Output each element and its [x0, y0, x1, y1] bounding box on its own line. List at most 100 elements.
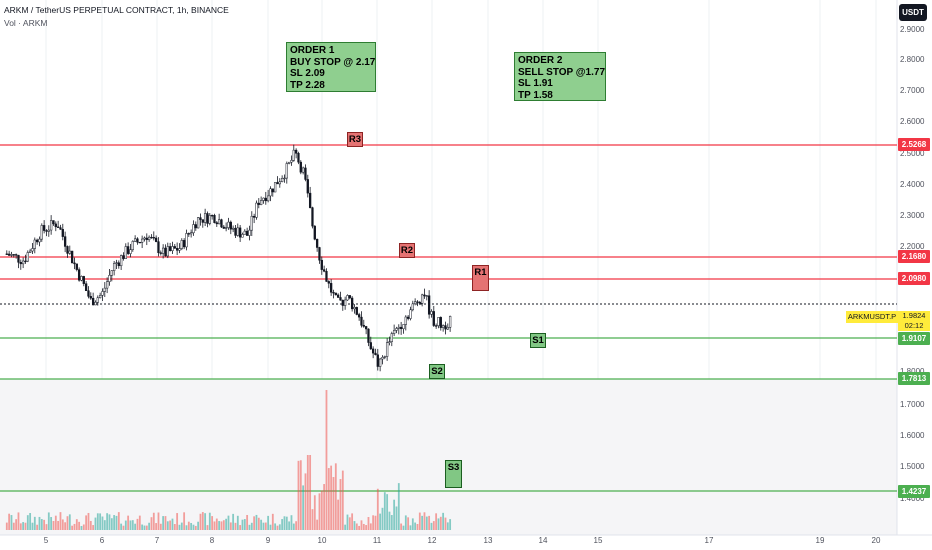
candle-body	[80, 276, 83, 281]
candle-body	[266, 195, 270, 202]
candle-body	[430, 311, 433, 315]
volume-bar	[395, 506, 398, 530]
candle-body	[59, 227, 62, 230]
volume-bar	[393, 499, 396, 530]
x-tick: 17	[704, 536, 714, 545]
volume-bar	[73, 523, 76, 530]
volume-bar	[117, 512, 120, 530]
candle-body	[409, 309, 412, 319]
candle-body	[175, 248, 179, 251]
volume-bar	[59, 512, 62, 530]
y-tick: 1.5000	[900, 462, 925, 471]
volume-bar	[204, 513, 207, 530]
candle-body	[437, 317, 440, 326]
candle-body	[280, 178, 284, 182]
currency-button[interactable]: USDT	[899, 4, 927, 21]
candle-body	[54, 223, 57, 228]
order-2-note[interactable]: ORDER 2 SELL STOP @1.77 SL 1.91 TP 1.58	[514, 52, 606, 101]
volume-bar	[353, 521, 356, 530]
volume-bar	[10, 515, 13, 530]
volume-indicator-label: Vol · ARKM	[4, 18, 48, 28]
volume-bar	[271, 513, 274, 530]
volume-bar	[276, 525, 279, 530]
candle-body	[192, 224, 195, 234]
volume-bar	[299, 460, 302, 530]
volume-bar	[176, 513, 179, 530]
candle-body	[213, 215, 216, 223]
candle-body	[252, 215, 256, 218]
candle-body	[241, 234, 244, 238]
volume-bar	[241, 519, 244, 530]
candle-body	[75, 263, 78, 270]
candle-body	[292, 149, 295, 161]
order-2-line: TP 1.58	[518, 89, 553, 101]
candle-body	[98, 295, 102, 299]
candle-body	[378, 358, 382, 367]
candle-body	[199, 217, 202, 220]
order-1-note[interactable]: ORDER 1 BUY STOP @ 2.17 SL 2.09 TP 2.28	[286, 42, 376, 92]
y-tick: 2.8000	[900, 55, 925, 64]
volume-bar	[199, 513, 202, 530]
volume-bar	[162, 516, 165, 530]
volume-bar	[435, 513, 438, 530]
volume-bar	[381, 507, 384, 530]
volume-bar	[178, 524, 181, 530]
candle-body	[63, 236, 67, 247]
candle-body	[229, 221, 232, 230]
candle-body	[210, 215, 214, 217]
candle-body	[404, 316, 407, 325]
s1-tag[interactable]: S1	[530, 333, 546, 348]
volume-bar	[115, 515, 118, 530]
candle-body	[215, 222, 218, 225]
y-tick: 1.4000	[900, 494, 925, 503]
volume-bar	[372, 515, 375, 530]
volume-bar	[239, 525, 242, 530]
candle-body	[203, 213, 207, 223]
s2-tag[interactable]: S2	[429, 364, 445, 379]
volume-bar	[157, 512, 160, 530]
y-tick: 2.4000	[900, 180, 925, 189]
candle-body	[383, 356, 386, 358]
candle-body	[320, 259, 323, 270]
candle-body	[133, 238, 137, 242]
r2-tag[interactable]: R2	[399, 243, 415, 258]
x-tick: 19	[815, 536, 825, 545]
symbol-label: ARKMUSDT.P	[846, 311, 898, 323]
candle-body	[343, 299, 347, 306]
volume-bar	[187, 521, 190, 530]
volume-bar	[92, 525, 95, 530]
volume-bar	[409, 525, 412, 530]
r1-tag[interactable]: R1	[472, 265, 489, 291]
volume-bar	[365, 525, 368, 530]
order-2-line: SELL STOP @1.77	[518, 66, 606, 78]
r3-tag[interactable]: R3	[347, 132, 363, 147]
volume-bar	[85, 515, 88, 530]
candle-body	[35, 239, 39, 243]
candle-body	[7, 253, 11, 256]
volume-bar	[82, 524, 85, 530]
volume-bar	[148, 522, 151, 530]
candle-body	[367, 328, 370, 343]
candle-body	[339, 297, 342, 301]
candle-body	[68, 250, 71, 254]
candle-body	[17, 254, 20, 263]
s3-tag[interactable]: S3	[445, 460, 462, 488]
volume-bar	[253, 516, 256, 530]
volume-bar	[330, 465, 333, 530]
volume-bar	[425, 516, 428, 530]
volume-bar	[152, 512, 155, 530]
candle-body	[159, 252, 162, 254]
s2-price-label: 1.7813	[898, 372, 930, 385]
candle-body	[70, 250, 74, 264]
candle-body	[61, 229, 64, 237]
candle-body	[224, 227, 228, 229]
candle-body	[381, 357, 384, 360]
candle-body	[322, 269, 326, 272]
volume-bar	[57, 520, 60, 530]
volume-bar	[288, 521, 291, 530]
candle-body	[257, 202, 260, 205]
candle-body	[420, 294, 424, 304]
volume-bar	[33, 516, 36, 530]
candle-body	[341, 299, 344, 306]
